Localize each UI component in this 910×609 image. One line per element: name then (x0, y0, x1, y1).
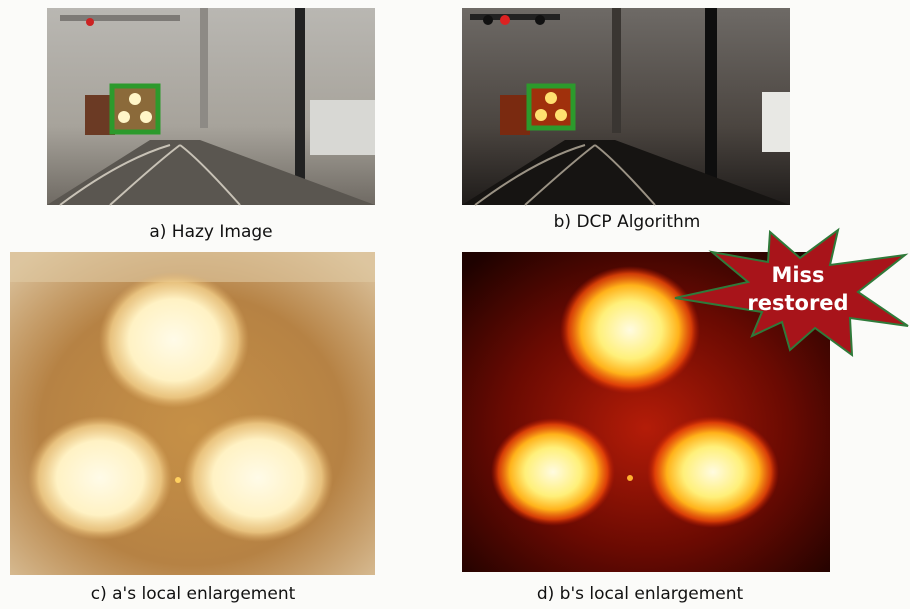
panel-b (462, 8, 790, 205)
caption: d) b's local enlargement (537, 584, 744, 604)
panel-a (47, 8, 375, 205)
panel-c (10, 252, 375, 575)
callout-text: Miss (771, 263, 824, 287)
caption: b) DCP Algorithm (554, 212, 701, 232)
figure: a) Hazy Image b) DCP Algorithm c) a's lo… (0, 0, 910, 605)
callout-text: restored (747, 291, 848, 315)
caption: c) a's local enlargement (91, 584, 296, 604)
caption: a) Hazy Image (149, 222, 272, 242)
